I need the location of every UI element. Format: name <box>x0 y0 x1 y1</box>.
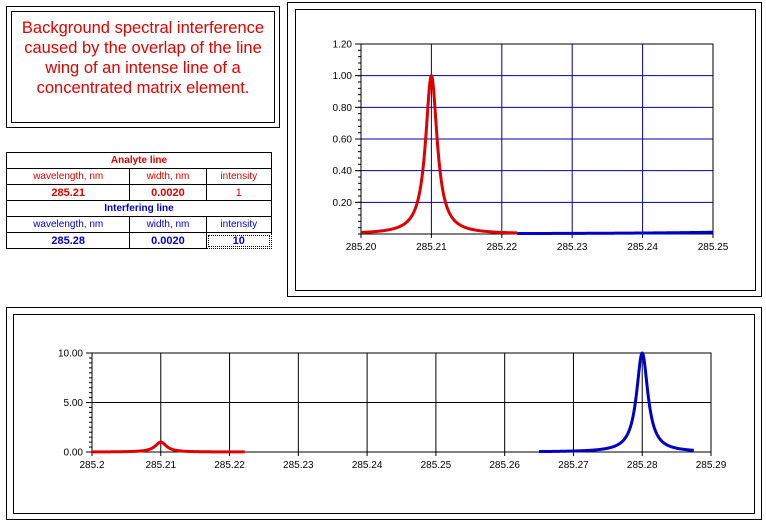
analyte-wavelength-label: wavelength, nm <box>5 168 131 185</box>
x-tick-label: 285.20 <box>346 242 377 253</box>
y-tick-label: 1.20 <box>333 40 353 51</box>
x-tick-label: 285.28 <box>627 460 658 471</box>
x-tick-label: 285.23 <box>557 242 588 253</box>
y-tick-label: 5.00 <box>64 398 84 409</box>
analyte-line-series <box>90 440 246 454</box>
interfering-wavelength-label: wavelength, nm <box>5 216 131 233</box>
y-tick-label: 0.00 <box>64 448 84 459</box>
analyte-wavelength-field[interactable]: 285.21 <box>5 184 131 201</box>
y-tick-label: 1.00 <box>333 71 353 82</box>
analyte-intensity-label: intensity <box>205 168 272 185</box>
x-tick-label: 285.22 <box>487 242 518 253</box>
x-tick-label: 285.22 <box>214 460 245 471</box>
interfering-values-row: 285.28 0.0020 10 <box>5 232 272 249</box>
analyte-values-row: 285.21 0.0020 1 <box>5 184 272 201</box>
x-tick-label: 285.24 <box>352 460 383 471</box>
zoomed-chart-panel: 285.20 285.21 285.22 285.23 285.24 285.25 0.20… <box>287 2 762 297</box>
full-spectrum-chart: 285.2 285.21 285.22 285.23 285.24 285.25 285.2… <box>58 349 727 472</box>
interfering-width-label: width, nm <box>129 216 207 233</box>
y-tick-label: 0.80 <box>333 103 353 114</box>
y-tick-label: 10.00 <box>58 349 83 360</box>
zoomed-chart-inner-border: 285.20 285.21 285.22 285.23 285.24 285.25 0.20… <box>295 9 756 291</box>
analyte-title-row: Analyte line <box>6 152 272 169</box>
interfering-wavelength-field[interactable]: 285.28 <box>5 232 131 249</box>
interfering-title-row: Interfering line <box>6 200 272 217</box>
x-tick-label: 285.27 <box>558 460 589 471</box>
zoomed-spectrum-chart: 285.20 285.21 285.22 285.23 285.24 285.25 0.20… <box>333 40 729 254</box>
interfering-line-series <box>516 230 715 236</box>
analyte-title: Analyte line <box>6 152 272 169</box>
x-tick-label: 285.23 <box>283 460 314 471</box>
y-tick-label: 0.40 <box>333 166 353 177</box>
analyte-intensity-field[interactable]: 1 <box>205 184 272 201</box>
x-tick-label: 285.2 <box>79 460 104 471</box>
interfering-title: Interfering line <box>6 200 272 217</box>
full-chart-panel: 285.2 285.21 285.22 285.23 285.24 285.25 285.2… <box>6 307 762 520</box>
x-tick-label: 285.25 <box>421 460 452 471</box>
analyte-line-series <box>359 74 519 235</box>
interfering-intensity-field[interactable]: 10 <box>205 232 272 249</box>
analyte-header-row: wavelength, nm width, nm intensity <box>5 168 272 185</box>
interfering-line-series <box>537 351 696 454</box>
x-tick-label: 285.25 <box>698 242 729 253</box>
description-text: Background spectral interference caused … <box>21 19 265 97</box>
full-chart-inner-border: 285.2 285.21 285.22 285.23 285.24 285.25 285.2… <box>13 314 755 514</box>
description-inner-border: Background spectral interference caused … <box>11 11 275 123</box>
y-tick-label: 0.20 <box>333 198 353 209</box>
x-tick-label: 285.21 <box>416 242 447 253</box>
interfering-header-row: wavelength, nm width, nm intensity <box>5 216 272 233</box>
plot-area-border <box>91 352 712 453</box>
x-tick-label: 285.24 <box>627 242 658 253</box>
analyte-width-field[interactable]: 0.0020 <box>129 184 207 201</box>
interfering-intensity-label: intensity <box>205 216 272 233</box>
analyte-width-label: width, nm <box>129 168 207 185</box>
x-tick-label: 285.29 <box>696 460 727 471</box>
x-tick-label: 285.21 <box>145 460 176 471</box>
interfering-width-field[interactable]: 0.0020 <box>129 232 207 249</box>
x-tick-label: 285.26 <box>489 460 520 471</box>
line-parameters-table: Analyte line wavelength, nm width, nm in… <box>5 152 272 249</box>
description-box: Background spectral interference caused … <box>6 6 280 128</box>
y-tick-label: 0.60 <box>333 135 353 146</box>
